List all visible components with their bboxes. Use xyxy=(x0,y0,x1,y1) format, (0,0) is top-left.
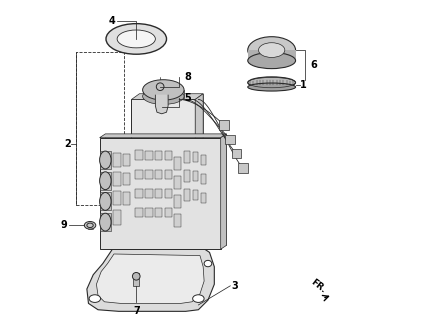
Bar xyxy=(184,151,190,163)
Ellipse shape xyxy=(99,172,111,190)
Bar xyxy=(113,191,121,205)
Bar xyxy=(231,149,241,158)
Polygon shape xyxy=(99,138,220,249)
Ellipse shape xyxy=(117,30,155,48)
Bar xyxy=(99,213,111,231)
Bar xyxy=(113,172,121,186)
Bar xyxy=(192,152,197,162)
Polygon shape xyxy=(131,94,203,100)
Ellipse shape xyxy=(192,295,204,302)
Bar xyxy=(225,134,234,144)
Bar xyxy=(184,189,190,201)
Bar xyxy=(99,151,111,169)
Bar xyxy=(99,172,111,190)
Ellipse shape xyxy=(84,221,95,229)
Bar xyxy=(174,195,181,208)
Ellipse shape xyxy=(142,88,184,104)
Text: 5: 5 xyxy=(184,93,191,103)
Polygon shape xyxy=(87,249,214,311)
Bar xyxy=(192,190,197,200)
Polygon shape xyxy=(96,254,204,303)
Bar xyxy=(113,210,121,225)
Bar xyxy=(174,157,181,170)
Polygon shape xyxy=(139,94,203,148)
Bar xyxy=(135,170,143,179)
Bar xyxy=(164,170,171,179)
Bar xyxy=(155,189,162,198)
Bar xyxy=(201,155,205,165)
Polygon shape xyxy=(142,90,184,98)
Bar xyxy=(123,173,130,186)
Ellipse shape xyxy=(89,295,100,302)
Bar xyxy=(174,176,181,189)
Bar xyxy=(135,150,143,160)
Bar xyxy=(201,174,205,184)
Ellipse shape xyxy=(247,83,295,91)
Bar xyxy=(155,208,162,217)
Polygon shape xyxy=(195,94,203,154)
Polygon shape xyxy=(247,50,295,60)
Polygon shape xyxy=(133,273,139,286)
Ellipse shape xyxy=(106,24,166,54)
Bar xyxy=(201,194,205,203)
Bar xyxy=(164,151,171,160)
Bar xyxy=(192,171,197,181)
Bar xyxy=(113,153,121,167)
Ellipse shape xyxy=(258,43,284,57)
Ellipse shape xyxy=(247,77,295,88)
Polygon shape xyxy=(131,100,195,154)
Ellipse shape xyxy=(99,193,111,210)
Ellipse shape xyxy=(99,213,111,231)
Text: 4: 4 xyxy=(108,16,115,27)
Ellipse shape xyxy=(247,52,295,68)
Ellipse shape xyxy=(204,260,211,267)
Text: 2: 2 xyxy=(64,139,71,149)
Text: 3: 3 xyxy=(231,281,238,291)
Text: 1: 1 xyxy=(299,80,306,90)
Text: 9: 9 xyxy=(60,220,67,230)
Ellipse shape xyxy=(247,37,295,63)
Bar xyxy=(164,189,171,198)
Bar xyxy=(135,208,143,217)
Ellipse shape xyxy=(142,80,184,100)
Bar xyxy=(145,189,152,198)
Ellipse shape xyxy=(156,83,164,91)
Text: FR.: FR. xyxy=(309,277,327,294)
Bar xyxy=(238,163,247,173)
Polygon shape xyxy=(99,134,226,138)
Text: 8: 8 xyxy=(184,72,191,82)
Bar xyxy=(99,193,111,210)
Text: 6: 6 xyxy=(309,60,316,70)
Bar xyxy=(76,52,123,204)
Ellipse shape xyxy=(99,151,111,169)
Bar xyxy=(155,170,162,179)
Bar xyxy=(219,120,228,130)
Bar xyxy=(174,214,181,227)
Bar xyxy=(123,154,130,166)
Ellipse shape xyxy=(132,272,140,280)
Polygon shape xyxy=(105,134,226,245)
Bar xyxy=(123,192,130,204)
Bar xyxy=(164,208,171,217)
Text: 7: 7 xyxy=(132,306,139,316)
Polygon shape xyxy=(220,134,226,249)
Bar xyxy=(184,170,190,182)
Polygon shape xyxy=(155,95,168,114)
Bar xyxy=(145,151,152,160)
Bar xyxy=(145,170,152,179)
Bar xyxy=(155,151,162,160)
Bar xyxy=(135,189,143,198)
Bar xyxy=(145,208,152,217)
